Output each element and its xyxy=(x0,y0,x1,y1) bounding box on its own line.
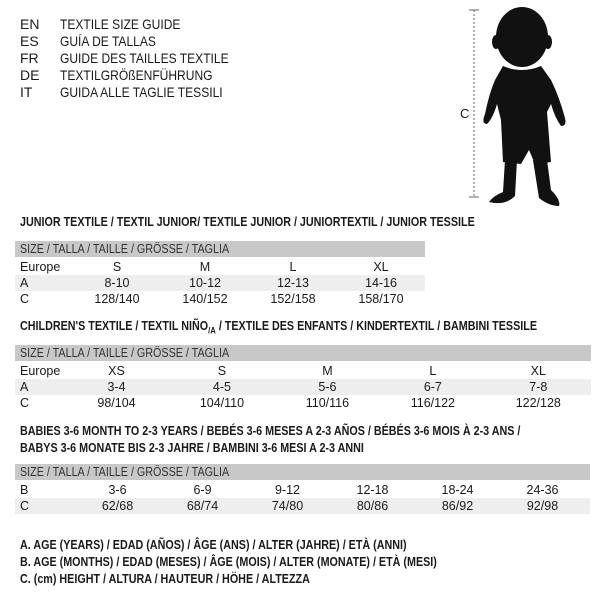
cell: 80/86 xyxy=(356,499,389,513)
table-row: A 3-4 4-5 5-6 6-7 7-8 xyxy=(15,379,591,395)
cell: 6-7 xyxy=(423,380,442,394)
table-row: Europe S M L XL xyxy=(15,259,425,275)
babies-title-line1: BABIES 3-6 MONTH TO 2-3 YEARS / BEBÉS 3-… xyxy=(20,424,600,438)
cell: 3-6 xyxy=(108,483,127,497)
cell: 6-9 xyxy=(193,483,212,497)
children-title-text: CHILDREN'S TEXTILE / TEXTIL NIÑO xyxy=(20,319,209,333)
cell: 158/170 xyxy=(358,292,404,306)
table-header: SIZE / TALLA / TAILLE / GRÖSSE / TAGLIA xyxy=(15,345,591,361)
cell: 18-24 xyxy=(441,483,474,497)
lang-code: IT xyxy=(20,84,33,100)
junior-title-text: JUNIOR TEXTILE / TEXTIL JUNIOR/ TEXTILE … xyxy=(20,215,475,229)
header-label: SIZE / TALLA / TAILLE / GRÖSSE / TAGLIA xyxy=(20,242,230,256)
cell: 74/80 xyxy=(271,499,304,513)
babies-title-text: BABYS 3-6 MONATE BIS 2-3 JAHRE / BAMBINI… xyxy=(20,441,364,455)
row-label: Europe xyxy=(20,260,61,274)
header-label: SIZE / TALLA / TAILLE / GRÖSSE / TAGLIA xyxy=(20,465,230,479)
junior-size-table: SIZE / TALLA / TAILLE / GRÖSSE / TAGLIA … xyxy=(15,241,425,307)
row-label: C xyxy=(20,396,30,410)
cell: 68/74 xyxy=(186,499,219,513)
legend-b: B. AGE (MONTHS) / EDAD (MESES) / ÂGE (MO… xyxy=(20,555,505,569)
cell: 24-36 xyxy=(526,483,559,497)
cell: 12-13 xyxy=(277,276,309,290)
table-row: C 62/68 68/74 74/80 80/86 86/92 92/98 xyxy=(15,498,590,514)
lang-text: TEXTILE SIZE GUIDE xyxy=(60,16,181,32)
cell: XL xyxy=(373,260,389,274)
cell: 12-18 xyxy=(356,483,389,497)
table-row: A 8-10 10-12 12-13 14-16 xyxy=(15,275,425,291)
lang-code: FR xyxy=(20,50,39,66)
cell: 8-10 xyxy=(104,276,130,290)
row-label: A xyxy=(20,276,29,290)
cell: 98/104 xyxy=(97,396,136,410)
table-header: SIZE / TALLA / TAILLE / GRÖSSE / TAGLIA xyxy=(15,464,590,480)
cell: M xyxy=(322,364,333,378)
cell: 62/68 xyxy=(101,499,134,513)
cell: XL xyxy=(530,364,546,378)
lang-text: GUIDE DES TAILLES TEXTILE xyxy=(60,50,229,66)
cell: S xyxy=(112,260,122,274)
cell: 7-8 xyxy=(529,380,548,394)
row-label: B xyxy=(20,483,29,497)
babies-title-line2: BABYS 3-6 MONATE BIS 2-3 JAHRE / BAMBINI… xyxy=(20,441,420,455)
row-label: Europe xyxy=(20,364,61,378)
cell: 4-5 xyxy=(212,380,231,394)
cell: 116/122 xyxy=(410,396,455,410)
baby-silhouette-icon xyxy=(469,7,566,206)
row-label: A xyxy=(20,380,29,394)
height-figure: C xyxy=(455,0,595,215)
children-title-sub: /A xyxy=(208,325,216,336)
children-size-table: SIZE / TALLA / TAILLE / GRÖSSE / TAGLIA … xyxy=(15,345,591,411)
cell: 14-16 xyxy=(365,276,397,290)
lang-code: DE xyxy=(20,67,40,83)
table-row: C 98/104 104/110 110/116 116/122 122/128 xyxy=(15,395,591,411)
children-title: CHILDREN'S TEXTILE / TEXTIL NIÑO/A / TEX… xyxy=(20,319,600,336)
lang-text: GUÍA DE TALLAS xyxy=(60,33,156,49)
cell: 152/158 xyxy=(270,292,316,306)
legend-text: C. (cm) HEIGHT / ALTURA / HAUTEUR / HÖHE… xyxy=(20,572,310,586)
children-title-text-2: / TEXTILE DES ENFANTS / KINDERTEXTIL / B… xyxy=(215,319,537,333)
cell: M xyxy=(199,260,211,274)
legend-text: B. AGE (MONTHS) / EDAD (MESES) / ÂGE (MO… xyxy=(20,555,437,569)
cell: 92/98 xyxy=(526,499,559,513)
babies-size-table: SIZE / TALLA / TAILLE / GRÖSSE / TAGLIA … xyxy=(15,464,590,514)
cell: 110/116 xyxy=(305,396,350,410)
table-row: B 3-6 6-9 9-12 12-18 18-24 24-36 xyxy=(15,482,590,498)
legend-text: A. AGE (YEARS) / EDAD (AÑOS) / ÂGE (ANS)… xyxy=(20,538,407,552)
table-header: SIZE / TALLA / TAILLE / GRÖSSE / TAGLIA xyxy=(15,241,425,257)
table-row: Europe XS S M L XL xyxy=(15,363,591,379)
row-label: C xyxy=(20,292,30,306)
lang-code: ES xyxy=(20,33,39,49)
height-measure-label: C xyxy=(460,106,470,121)
junior-title: JUNIOR TEXTILE / TEXTIL JUNIOR/ TEXTILE … xyxy=(20,215,549,229)
cell: 9-12 xyxy=(274,483,301,497)
cell: 3-4 xyxy=(107,380,126,394)
cell: S xyxy=(217,364,227,378)
cell: L xyxy=(429,364,437,378)
cell: 140/152 xyxy=(182,292,228,306)
cell: 5-6 xyxy=(318,380,337,394)
cell: 104/110 xyxy=(199,396,245,410)
lang-text: GUIDA ALLE TAGLIE TESSILI xyxy=(60,84,223,100)
cell: XS xyxy=(108,364,125,378)
cell: 10-12 xyxy=(189,276,221,290)
cell: 122/128 xyxy=(515,396,561,410)
lang-code: EN xyxy=(20,16,40,32)
lang-text: TEXTILGRÖßENFÜHRUNG xyxy=(60,67,213,83)
row-label: C xyxy=(20,499,30,513)
table-row: C 128/140 140/152 152/158 158/170 xyxy=(15,291,425,307)
cell: L xyxy=(289,260,297,274)
cell: 128/140 xyxy=(94,292,140,306)
legend-c: C. (cm) HEIGHT / ALTURA / HAUTEUR / HÖHE… xyxy=(20,572,357,586)
cell: 86/92 xyxy=(441,499,474,513)
header-label: SIZE / TALLA / TAILLE / GRÖSSE / TAGLIA xyxy=(20,346,230,360)
babies-title-text: BABIES 3-6 MONTH TO 2-3 YEARS / BEBÉS 3-… xyxy=(20,424,521,438)
legend-a: A. AGE (YEARS) / EDAD (AÑOS) / ÂGE (ANS)… xyxy=(20,538,470,552)
